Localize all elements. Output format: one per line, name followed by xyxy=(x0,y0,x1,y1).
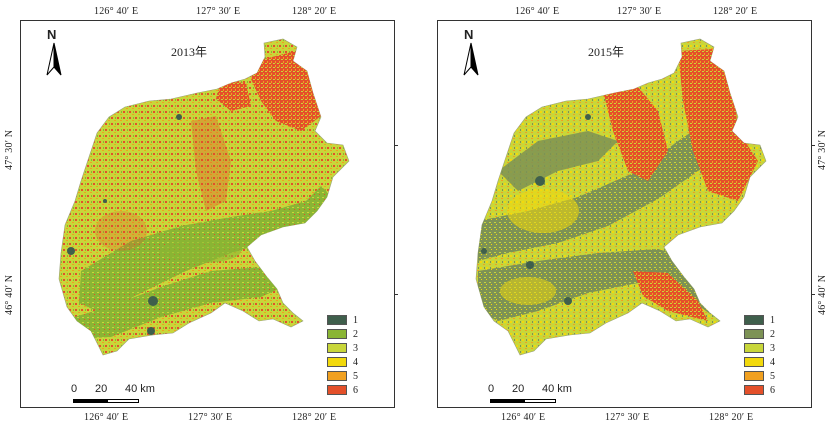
scale-label-0: 0 xyxy=(71,383,78,395)
right-coord-1: 47° 30′ N xyxy=(817,129,828,170)
top-coord-2: 127° 30′ E xyxy=(196,6,241,17)
legend-label: 2 xyxy=(770,328,775,340)
right-tick xyxy=(394,294,398,295)
scale-bar-black xyxy=(490,399,524,403)
scale-labels: 0 20 40 km xyxy=(71,383,221,397)
scale-label-20: 20 xyxy=(512,383,525,395)
legend-item: 6 xyxy=(327,383,358,397)
legend-item: 5 xyxy=(744,369,775,383)
scale-label-40: 40 km xyxy=(542,383,572,395)
legend-item: 2 xyxy=(327,327,358,341)
legend-swatch xyxy=(327,357,347,367)
bottom-coord-2: 127° 30′ E xyxy=(605,412,650,423)
bottom-coord-3: 128° 20′ E xyxy=(292,412,337,423)
legend: 1 2 3 4 5 6 xyxy=(327,313,358,397)
legend-label: 3 xyxy=(353,342,358,354)
legend-swatch xyxy=(327,385,347,395)
legend-item: 5 xyxy=(327,369,358,383)
top-coord-2: 127° 30′ E xyxy=(617,6,662,17)
land-use-map-2015 xyxy=(475,38,767,356)
right-tick xyxy=(394,145,398,146)
north-arrow-icon: N xyxy=(41,27,67,77)
land-use-map-2013 xyxy=(58,38,350,356)
legend-swatch xyxy=(744,343,764,353)
legend-label: 1 xyxy=(770,314,775,326)
legend-label: 2 xyxy=(353,328,358,340)
legend-item: 2 xyxy=(744,327,775,341)
right-coord-2: 46° 40′ N xyxy=(4,274,15,315)
scale-bar-white xyxy=(524,399,556,403)
legend-item: 1 xyxy=(744,313,775,327)
top-coord-1: 126° 40′ E xyxy=(515,6,560,17)
legend-swatch xyxy=(744,315,764,325)
right-tick xyxy=(811,145,815,146)
legend-swatch xyxy=(327,315,347,325)
top-coord-1: 126° 40′ E xyxy=(94,6,139,17)
scale-bar-black xyxy=(73,399,107,403)
map-panel-2013: 126° 40′ E 127° 30′ E 128° 20′ E xyxy=(4,6,398,423)
legend-item: 4 xyxy=(327,355,358,369)
scale-bar: 0 20 40 km xyxy=(488,383,638,413)
scale-bar-white xyxy=(107,399,139,403)
scale-bar: 0 20 40 km xyxy=(71,383,221,413)
legend-item: 4 xyxy=(744,355,775,369)
legend-swatch xyxy=(327,329,347,339)
right-coord-2: 46° 40′ N xyxy=(817,274,828,315)
legend-label: 5 xyxy=(353,370,358,382)
legend-swatch xyxy=(744,371,764,381)
north-arrow-icon: N xyxy=(458,27,484,77)
legend-label: 3 xyxy=(770,342,775,354)
legend-label: 6 xyxy=(770,384,775,396)
bottom-coord-1: 126° 40′ E xyxy=(84,412,129,423)
legend-label: 1 xyxy=(353,314,358,326)
map-panel-2015: 126° 40′ E 127° 30′ E 128° 20′ E xyxy=(417,0,834,429)
legend-swatch xyxy=(744,385,764,395)
legend-swatch xyxy=(744,357,764,367)
legend-item: 1 xyxy=(327,313,358,327)
bottom-coord-2: 127° 30′ E xyxy=(188,412,233,423)
scale-label-40: 40 km xyxy=(125,383,155,395)
legend-label: 5 xyxy=(770,370,775,382)
map-title: 2013年 xyxy=(171,45,208,59)
map-title: 2015年 xyxy=(588,45,625,59)
north-label: N xyxy=(47,27,57,42)
legend-label: 4 xyxy=(353,356,358,368)
legend-swatch xyxy=(744,329,764,339)
legend-item: 3 xyxy=(327,341,358,355)
scale-label-0: 0 xyxy=(488,383,495,395)
legend-item: 6 xyxy=(744,383,775,397)
right-tick xyxy=(811,294,815,295)
legend-swatch xyxy=(327,343,347,353)
scale-label-20: 20 xyxy=(95,383,108,395)
legend-label: 4 xyxy=(770,356,775,368)
top-coord-3: 128° 20′ E xyxy=(713,6,758,17)
map-frame: 2015年 N 1 2 3 4 xyxy=(437,20,812,408)
legend-item: 3 xyxy=(744,341,775,355)
top-coord-3: 128° 20′ E xyxy=(292,6,337,17)
right-coord-1: 47° 30′ N xyxy=(4,129,15,170)
legend-swatch xyxy=(327,371,347,381)
scale-labels: 0 20 40 km xyxy=(488,383,638,397)
north-label: N xyxy=(464,27,474,42)
bottom-coord-3: 128° 20′ E xyxy=(709,412,754,423)
legend-label: 6 xyxy=(353,384,358,396)
bottom-coord-1: 126° 40′ E xyxy=(501,412,546,423)
legend: 1 2 3 4 5 6 xyxy=(744,313,775,397)
map-frame: 2013年 N 1 2 3 4 xyxy=(20,20,395,408)
